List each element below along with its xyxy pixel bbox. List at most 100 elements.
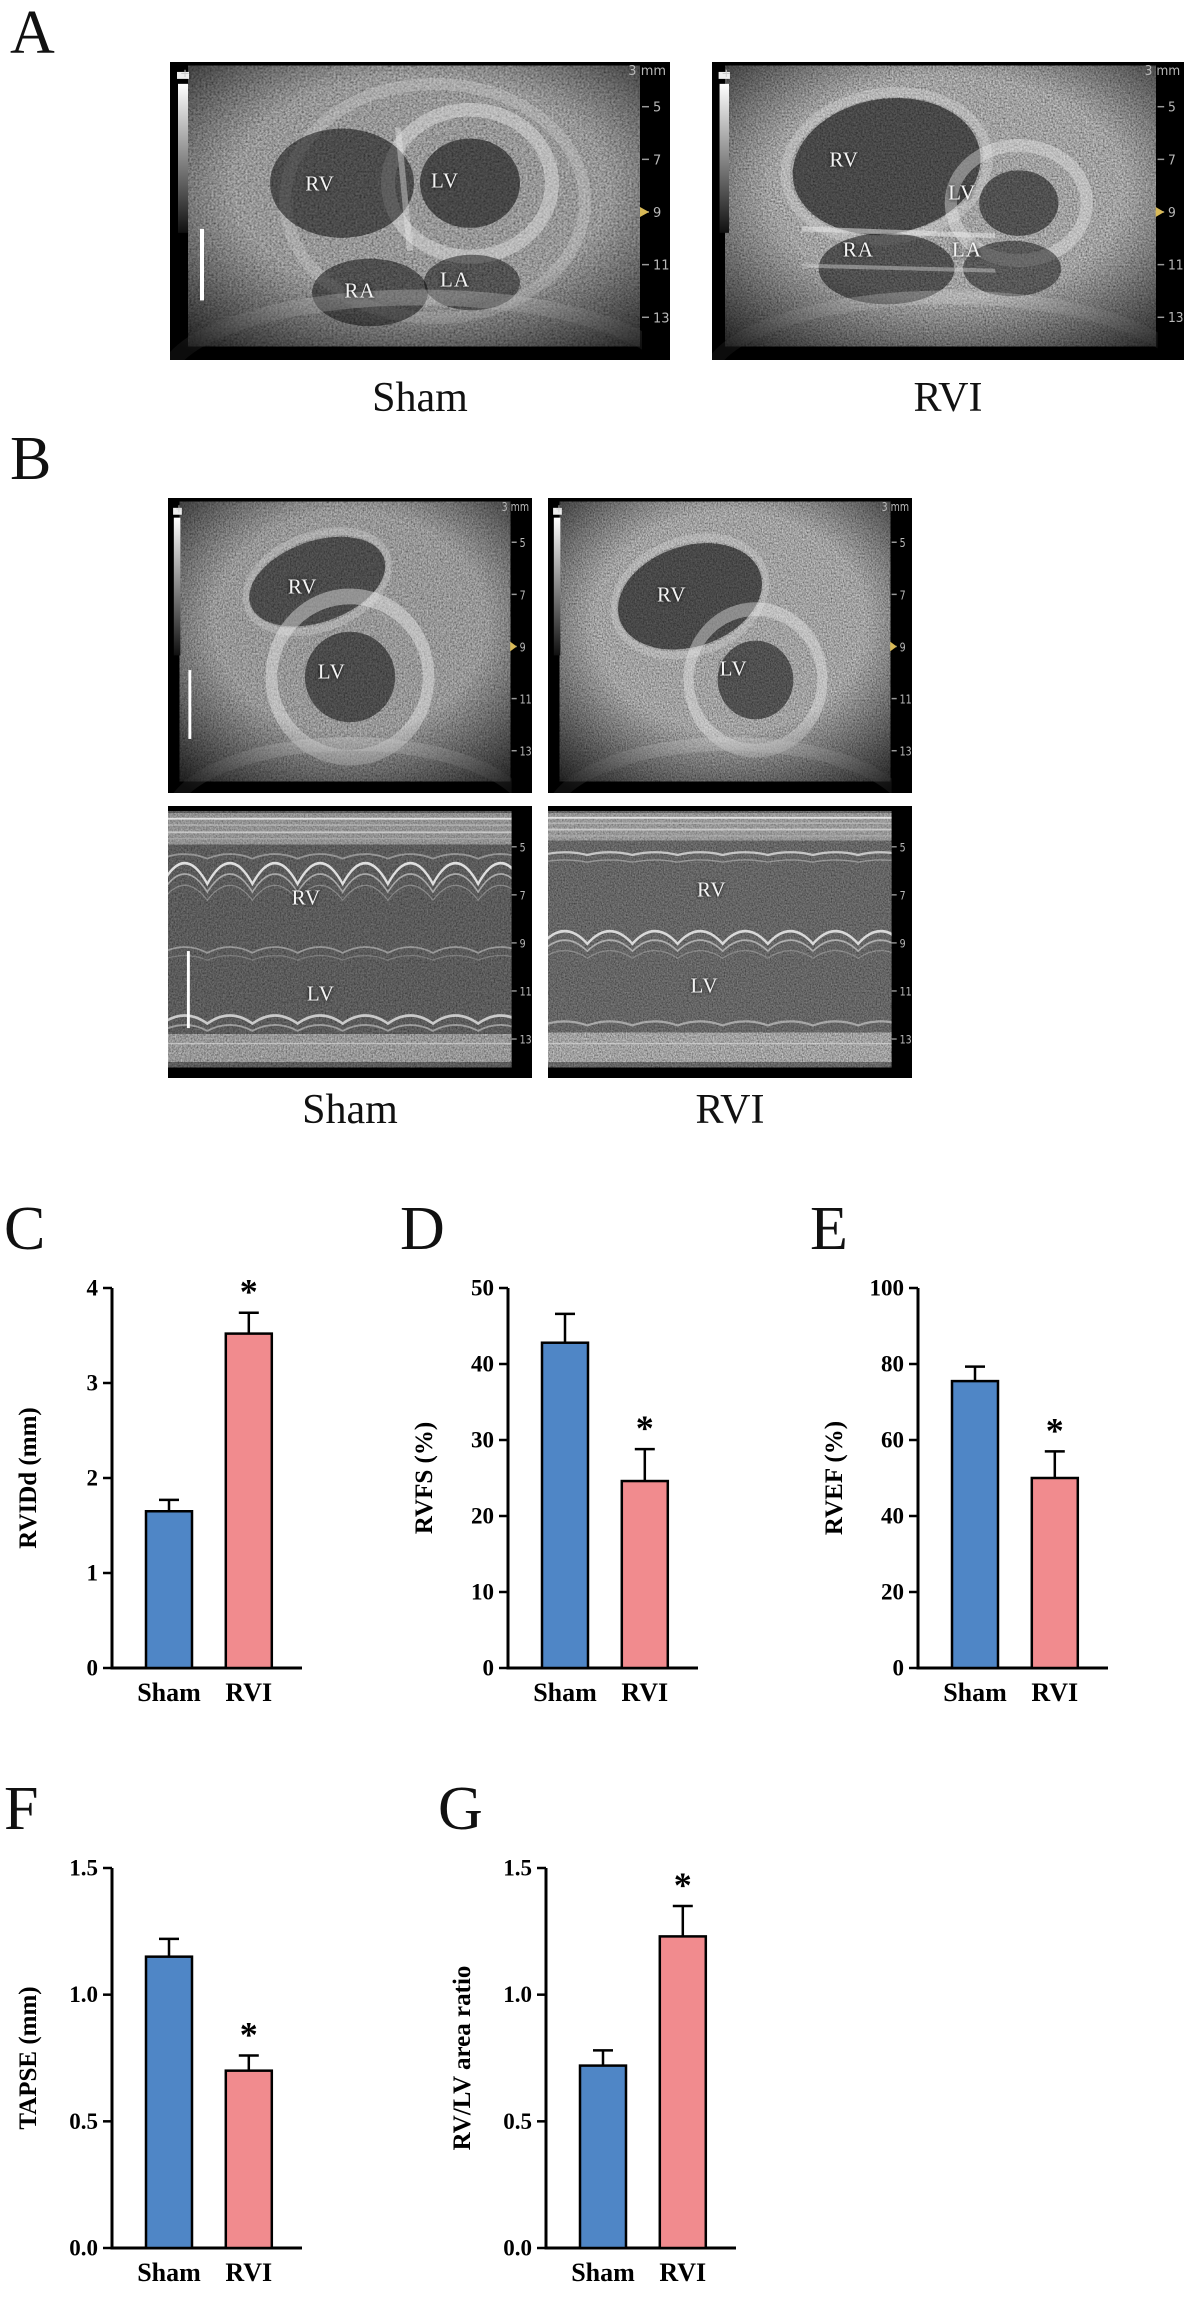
chamber-label-lv: LV	[690, 973, 719, 998]
y-axis-title: RVFS (%)	[411, 1422, 438, 1534]
caption-a-rvi: RVI	[913, 375, 983, 421]
y-tick-label: 20	[881, 1580, 904, 1605]
ruler-number: 5	[520, 536, 526, 551]
y-tick-label: 0.0	[503, 2236, 532, 2261]
chamber-label-lv: LV	[306, 981, 335, 1006]
ruler-number: 13	[520, 744, 532, 759]
chamber-label-lv: LV	[719, 656, 748, 681]
scale-bar	[200, 228, 204, 301]
ruler-number: 9	[520, 936, 526, 950]
depth-ruler: 5 7 9 11 13	[511, 806, 532, 1078]
ruler-number: 7	[520, 588, 526, 603]
significance-star: *	[1046, 1410, 1064, 1450]
grayscale-bar	[718, 71, 730, 233]
ruler-number: 5	[900, 840, 906, 854]
ruler-number: 11	[1168, 257, 1184, 272]
y-axis-title: RV/LV area ratio	[449, 1966, 476, 2151]
y-tick-label: 0	[483, 1656, 495, 1681]
caption-b-rvi: RVI	[695, 1087, 765, 1133]
ultrasound-b-mmode-sham: 5 7 9 11 13 RV LV	[168, 806, 532, 1078]
x-category-label: RVI	[1031, 1678, 1078, 1707]
y-tick-label: 30	[471, 1428, 494, 1453]
chamber-label-lv: LV	[948, 180, 977, 205]
significance-star: *	[240, 2014, 258, 2054]
y-tick-label: 40	[471, 1352, 494, 1377]
depth-scale-label: 3 mm	[502, 499, 529, 514]
ruler-number: 5	[520, 840, 526, 854]
ruler-number: 9	[1168, 205, 1176, 220]
orientation-marker-icon: +	[721, 66, 730, 80]
panel-letter-d: D	[400, 1195, 445, 1263]
bar-sham	[144, 1510, 194, 1670]
scale-bar	[188, 670, 192, 739]
y-tick-label: 0	[87, 1656, 99, 1681]
y-tick-label: 4	[87, 1276, 99, 1301]
y-tick-label: 50	[471, 1276, 494, 1301]
ultrasound-a-rvi: 5 7 9 11 13 3 mm + RV LV RA LA	[712, 62, 1184, 360]
y-tick-label: 1.0	[69, 1982, 98, 2007]
ruler-number: 11	[900, 692, 912, 707]
x-category-label: Sham	[533, 1678, 597, 1707]
focus-caret-icon	[890, 641, 897, 652]
y-tick-label: 1.5	[503, 1856, 532, 1881]
depth-scale-label: 3 mm	[628, 64, 666, 79]
ruler-number: 7	[1168, 152, 1176, 167]
ruler-number: 7	[653, 153, 661, 168]
panel-letter-a: A	[10, 0, 55, 67]
speckle-field	[548, 811, 912, 1068]
depth-scale-label: 3 mm	[1145, 63, 1181, 78]
chamber-label-rv: RV	[829, 147, 859, 172]
y-tick-label: 1.5	[69, 1856, 98, 1881]
ultrasound-b-bmode-sham: 5 7 9 11 13 3 mm + RV LV	[168, 498, 532, 793]
y-tick-label: 1.0	[503, 1982, 532, 2007]
ultrasound-bmode-image: 5 7 9 11 13 3 mm +	[712, 62, 1184, 360]
ruler-number: 9	[900, 936, 906, 950]
orientation-marker-icon: +	[175, 503, 182, 517]
ruler-number: 9	[520, 640, 526, 655]
ultrasound-a-sham: 5 7 9 11 13 3 mm + RV LV RA LA	[170, 62, 670, 360]
bar-rvi	[620, 1479, 670, 1670]
vignette	[168, 498, 532, 793]
y-tick-label: 2	[87, 1466, 99, 1491]
chart-rvidd: 0 1 2 3 4 RVIDd (mm) Sham RVI *	[12, 1250, 332, 1727]
chamber-label-rv: RV	[291, 885, 322, 910]
ruler-number: 13	[900, 744, 912, 759]
bar-chart-C: 0 1 2 3 4 RVIDd (mm) Sham RVI *	[15, 1272, 302, 1707]
x-category-label: Sham	[943, 1678, 1007, 1707]
x-category-label: RVI	[659, 2258, 706, 2287]
speckle-field	[168, 811, 532, 1068]
ruler-number: 7	[900, 588, 906, 603]
ruler-number: 9	[653, 206, 661, 221]
ruler-number: 11	[520, 984, 532, 998]
ruler-number: 7	[520, 888, 526, 902]
bar-chart-F: 0.0 0.5 1.0 1.5 TAPSE (mm) Sham RVI *	[15, 1856, 302, 2287]
chamber-label-la: LA	[440, 267, 470, 292]
ultrasound-bmode-image: 5 7 9 11 13 3 mm +	[170, 62, 670, 360]
focus-caret-icon	[1155, 207, 1165, 217]
vignette	[170, 62, 670, 360]
significance-star: *	[674, 1865, 692, 1905]
chart-rvef: 0 20 40 60 80 100 RVEF (%) Sham RVI *	[818, 1250, 1138, 1727]
y-tick-label: 0.5	[69, 2109, 98, 2134]
caption-a-sham: Sham	[372, 375, 468, 421]
bar-rvi	[658, 1935, 708, 2250]
bar-rvi	[1030, 1476, 1080, 1670]
bar-rvi	[224, 1332, 274, 1670]
caption-b-sham: Sham	[302, 1087, 398, 1133]
y-tick-label: 0	[893, 1656, 905, 1681]
grayscale-bar	[553, 507, 562, 656]
ruler-number: 13	[520, 1033, 532, 1047]
x-category-label: Sham	[137, 2258, 201, 2287]
depth-scale-label: 3 mm	[882, 499, 909, 514]
chart-tapse: 0.0 0.5 1.0 1.5 TAPSE (mm) Sham RVI *	[12, 1830, 332, 2303]
focus-caret-icon	[510, 641, 517, 652]
significance-star: *	[636, 1408, 654, 1448]
panel-letter-e: E	[810, 1195, 848, 1263]
panel-f: F 0.0 0.5 1.0 1.5 TAPSE (mm) Sham RVI *	[4, 1778, 384, 2303]
panel-letter-f: F	[4, 1775, 39, 1843]
panel-d: D 0 10 20 30 40 50 RVFS (%) Sham RVI *	[400, 1198, 780, 1738]
focus-caret-icon	[640, 207, 649, 217]
bar-chart-E: 0 20 40 60 80 100 RVEF (%) Sham RVI *	[821, 1276, 1108, 1707]
significance-star: *	[240, 1272, 258, 1312]
